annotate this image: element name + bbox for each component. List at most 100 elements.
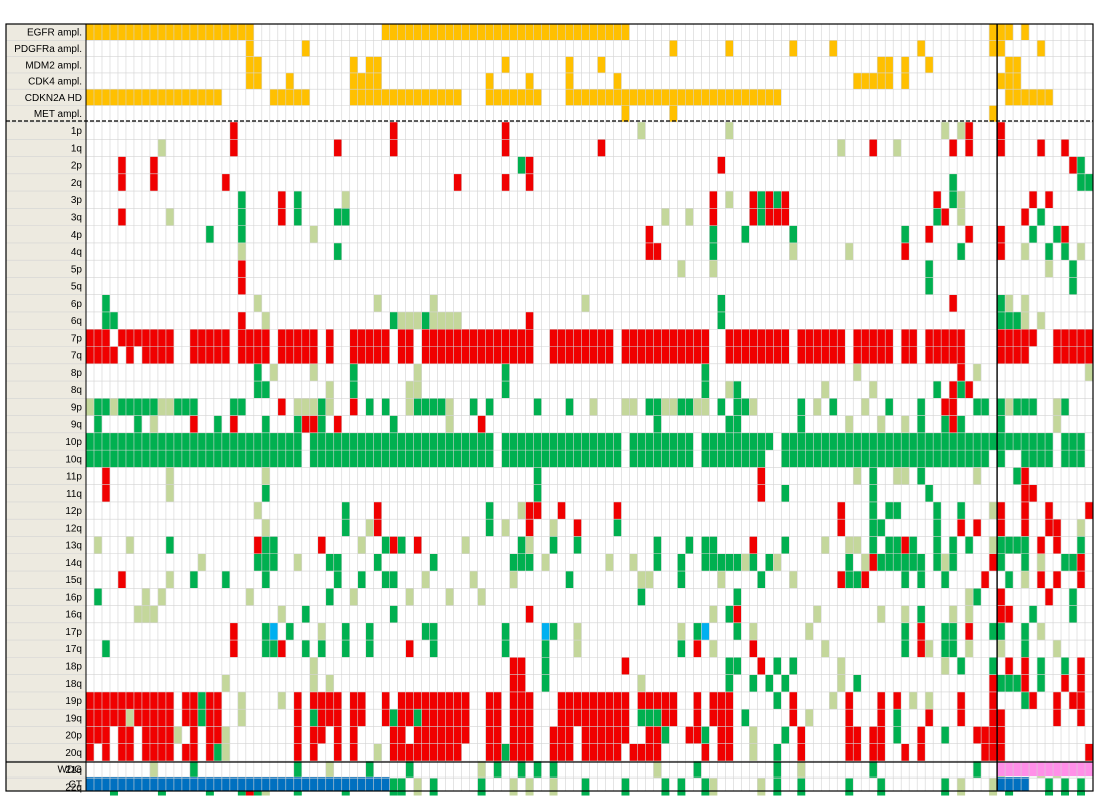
row-label: 4q [71, 247, 82, 258]
cell-arm [941, 208, 950, 226]
cell-arm [165, 432, 302, 451]
cell-arm [221, 743, 230, 761]
cell-arm [781, 726, 790, 744]
cell-arm [997, 225, 1006, 243]
cell-arm [757, 191, 766, 209]
cell-arm [229, 122, 238, 140]
cell-arm [213, 743, 222, 761]
cell-arm [325, 588, 334, 606]
cell-arm [293, 208, 302, 226]
cell-arm [653, 415, 662, 433]
cell-arm [901, 415, 910, 433]
cell-arm [789, 242, 798, 261]
cell-arm [973, 467, 982, 485]
cell-arm [853, 363, 862, 382]
row-label: 11q [66, 489, 82, 500]
cell-gene [381, 24, 630, 41]
cell-arm [229, 640, 238, 658]
cell-arm [237, 191, 246, 209]
cell-arm [381, 536, 390, 554]
cell-arm [989, 553, 998, 572]
cell-arm [101, 640, 110, 658]
cell-arm [573, 519, 582, 537]
cell-arm [757, 657, 766, 675]
cell-arm [837, 674, 846, 692]
cell-arm [325, 381, 334, 399]
cell-arm [773, 553, 782, 572]
cell-arm [749, 553, 758, 572]
cell-arm [917, 622, 926, 641]
cell-arm [117, 208, 126, 226]
cell-arm [1061, 398, 1070, 416]
cell-arm [957, 657, 966, 675]
cell-arm [973, 363, 982, 382]
cell-arm [413, 363, 422, 382]
cell-arm [893, 501, 902, 520]
cell-arm [549, 622, 558, 641]
cell-arm [949, 622, 958, 641]
cell-gene [901, 56, 910, 73]
cell-arm [413, 381, 422, 399]
cell-arm [541, 657, 550, 675]
cell-arm [269, 640, 278, 658]
cell-arm [501, 519, 510, 537]
cell-arm [1045, 778, 1054, 796]
cell-arm [373, 519, 382, 537]
cell-arm [309, 363, 318, 382]
cell-arm [1077, 674, 1086, 692]
cell-arm [837, 501, 846, 520]
cell-arm [1021, 242, 1030, 261]
cell-arm [525, 173, 534, 192]
cell-arm [701, 778, 710, 796]
cell-arm [349, 743, 358, 761]
cell-arm [733, 588, 742, 606]
cell-arm [725, 381, 734, 399]
cell-arm [925, 277, 934, 295]
cell-arm [989, 536, 998, 554]
cell-arm [997, 726, 1006, 744]
cell-arm [205, 225, 214, 243]
row-label: 5p [71, 264, 83, 275]
cell-arm [757, 571, 766, 589]
cell-arm [909, 691, 918, 710]
cell-arm [637, 709, 662, 727]
cell-arm [1013, 467, 1022, 485]
cell-arm [277, 329, 318, 347]
cell-arm [581, 743, 606, 761]
row-label: 12q [65, 523, 82, 534]
cell-arm [917, 743, 926, 761]
cell-arm [1037, 536, 1046, 554]
cell-arm [469, 398, 478, 416]
cell-arm [293, 191, 302, 209]
cell-arm [997, 588, 1006, 606]
cell-arm [869, 501, 878, 520]
cell-arm [285, 622, 294, 641]
cell-arm [525, 311, 534, 330]
cell-arm [773, 191, 782, 209]
cell-arm [1061, 450, 1086, 468]
cell-arm [901, 640, 910, 658]
cell-arm [197, 709, 206, 727]
cell-arm [373, 501, 382, 520]
cell-arm [357, 571, 366, 589]
cell-arm [845, 778, 854, 796]
cell-arm [93, 536, 102, 554]
cell-arm [1069, 156, 1078, 174]
row-label: 21q [65, 765, 82, 776]
cell-arm [901, 553, 910, 572]
cell-arm [229, 398, 238, 416]
cell-arm [117, 173, 126, 192]
cell-arm [317, 536, 326, 554]
cell-arm [581, 294, 590, 312]
cell-arm [349, 588, 358, 606]
cell-arm [389, 743, 446, 761]
cell-arm [749, 640, 758, 658]
row-label: 3p [71, 195, 83, 206]
cell-arm [349, 346, 390, 364]
cell-arm [485, 519, 494, 537]
cell-arm [333, 571, 342, 589]
cell-arm [325, 674, 334, 692]
cell-arm [837, 571, 846, 589]
cell-arm [221, 571, 230, 589]
cell-arm [949, 605, 958, 623]
